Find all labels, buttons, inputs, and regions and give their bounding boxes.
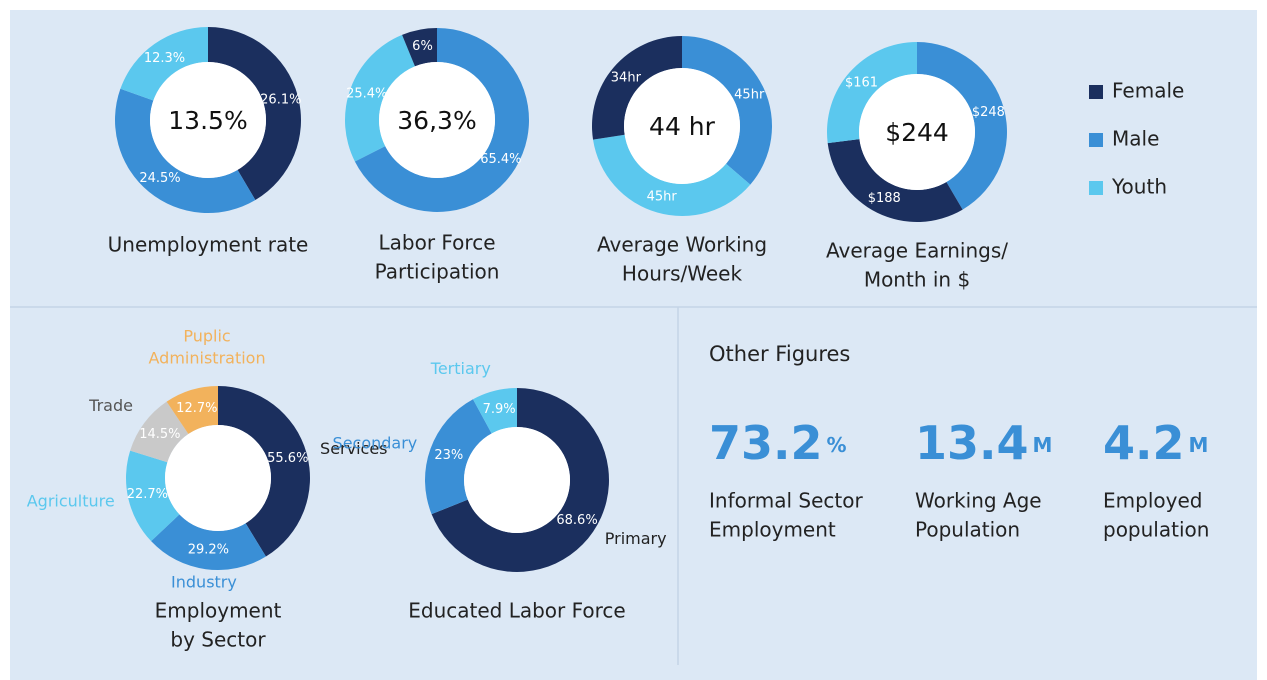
donut-segment [593, 134, 751, 216]
value-label: 23% [434, 448, 463, 463]
value-label: 45hr [734, 88, 765, 103]
figure-label: population [1103, 518, 1209, 542]
donut-segment [682, 36, 772, 185]
donut-segment [431, 388, 609, 572]
donut-segment [354, 28, 529, 212]
legend-label: Male [1112, 127, 1159, 151]
category-label-line: Puplic [183, 326, 230, 345]
legend-label: Youth [1111, 175, 1167, 199]
donut-segment [917, 42, 1007, 210]
center-label: $244 [885, 118, 949, 147]
figure-label: Informal Sector [709, 489, 863, 513]
section-title: Other Figures [709, 342, 850, 366]
value-label: 68.6% [556, 513, 597, 528]
donut-segment [166, 386, 218, 435]
value-label: 26.1% [260, 93, 301, 108]
value-label: 34hr [611, 70, 642, 85]
chart-title: Month in $ [864, 268, 970, 292]
category-label: Primary [605, 529, 667, 548]
center-label: 36,3% [397, 106, 476, 135]
chart-title: Unemployment rate [108, 233, 309, 257]
legend-swatch [1089, 133, 1103, 147]
donut-segment [345, 34, 415, 162]
value-label: 45hr [647, 190, 678, 205]
figure-number: 13.4 [915, 416, 1029, 470]
donut-hole [624, 68, 740, 184]
figure-label: Employment [709, 518, 836, 542]
value-label: 22.7% [127, 487, 168, 502]
figure-unit: M [1189, 433, 1209, 457]
donut-segment [151, 514, 266, 570]
figure-label: Employed [1103, 489, 1202, 513]
donut-segment [424, 399, 492, 515]
donut-hole [150, 62, 266, 178]
category-label: Agriculture [27, 491, 115, 510]
category-label: Secondary [333, 434, 418, 453]
value-label: 29.2% [188, 542, 229, 557]
category-label: Puplic Administration [149, 326, 266, 367]
chart-title: Labor Force [378, 231, 495, 255]
chart-title: Average Working [597, 233, 767, 257]
value-label: $161 [845, 76, 878, 91]
figure-value: 4.2 M [1103, 416, 1208, 470]
category-label-line: Administration [149, 348, 266, 367]
donut-segment [827, 42, 917, 144]
chart-title: Average Earnings/ [826, 239, 1008, 263]
donut-hole [859, 74, 975, 190]
center-label: 44 hr [649, 112, 716, 141]
donut-segment [402, 28, 437, 67]
value-label: $248 [972, 105, 1005, 120]
legend-swatch [1089, 181, 1103, 195]
chart-title: Employment [155, 599, 282, 623]
donut-hole [379, 62, 495, 178]
figure-unit: M [1033, 433, 1053, 457]
figure-label: Population [915, 518, 1020, 542]
category-label: Services [320, 439, 387, 458]
value-label: 65.4% [480, 152, 521, 167]
value-label: 7.9% [483, 402, 516, 417]
figure-value: 13.4 M [915, 416, 1052, 470]
category-label: Trade [88, 396, 133, 415]
category-label: Industry [171, 573, 237, 592]
value-label: 55.6% [267, 451, 308, 466]
donut-segment [126, 450, 180, 542]
figure-label: Working Age [915, 489, 1042, 513]
donut-segment [115, 88, 256, 213]
donut-segment [208, 27, 301, 201]
figure-unit: % [827, 433, 847, 457]
value-label: 24.5% [139, 171, 180, 186]
chart-title: Educated Labor Force [408, 599, 625, 623]
chart-title: Participation [375, 260, 500, 284]
value-label: 12.3% [144, 51, 185, 66]
donut-segment [218, 386, 310, 557]
chart-title: by Sector [170, 628, 266, 652]
value-label: 14.5% [139, 427, 180, 442]
value-label: 12.7% [176, 401, 217, 416]
figure-value: 73.2% [709, 416, 847, 470]
value-label: $188 [868, 191, 901, 206]
value-label: 25.4% [346, 86, 387, 101]
value-label: 6% [412, 39, 433, 54]
chart-title: Hours/Week [622, 262, 743, 286]
figure-number: 73.2 [709, 416, 823, 470]
donut-hole [464, 427, 570, 533]
donut-segment [130, 401, 189, 463]
donut-segment [472, 388, 517, 434]
center-label: 13.5% [168, 106, 247, 135]
donut-segment [592, 36, 682, 140]
donut-segment [120, 27, 208, 101]
donut-hole [165, 425, 271, 531]
legend-label: Female [1112, 79, 1184, 103]
donut-segment [827, 139, 963, 222]
category-label: Tertiary [430, 359, 491, 378]
legend-swatch [1089, 85, 1103, 99]
figure-number: 4.2 [1103, 416, 1185, 470]
